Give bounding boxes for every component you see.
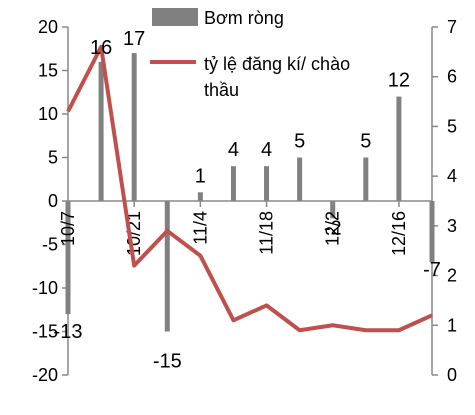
data-label: -13 (54, 321, 83, 343)
bar (197, 192, 203, 201)
bar (98, 61, 104, 201)
bar (330, 201, 336, 219)
right-tick-label: 6 (447, 67, 457, 87)
right-tick-label: 0 (447, 365, 457, 385)
x-tick-label: 12/16 (389, 211, 409, 256)
left-tick-label: 5 (48, 148, 58, 168)
bar (363, 157, 369, 201)
legend: Bơm ròng tỷ lệ đăng kí/ chào thầu (150, 8, 350, 100)
left-tick-label: 20 (38, 17, 58, 37)
right-tick-label: 2 (447, 266, 457, 286)
right-tick-label: 5 (447, 116, 457, 136)
bar (230, 166, 236, 201)
data-label: 5 (294, 131, 305, 153)
line-series (66, 44, 433, 333)
data-label: -7 (423, 259, 441, 281)
left-tick-label: 15 (38, 61, 58, 81)
legend-bar-label: Bơm ròng (204, 8, 284, 28)
right-tick-label: 4 (447, 166, 457, 186)
left-tick-label: -10 (32, 278, 58, 298)
left-tick-label: -20 (32, 365, 58, 385)
x-tick-label: 12/2 (323, 211, 343, 246)
legend-line-label-2: thầu (204, 80, 239, 100)
x-tick-label: 11/4 (190, 211, 210, 245)
bar (429, 201, 435, 262)
data-label: 1 (195, 165, 206, 187)
left-tick-label: -5 (42, 235, 58, 255)
right-tick-label: 1 (447, 315, 457, 335)
right-tick-label: 7 (447, 17, 457, 37)
legend-line-label-1: tỷ lệ đăng kí/ chào (204, 54, 350, 74)
data-label: 12 (388, 70, 410, 92)
x-tick-label: 11/18 (257, 211, 277, 255)
left-tick-label: -15 (32, 322, 58, 342)
legend-bar-swatch (152, 8, 198, 26)
bar (164, 201, 170, 332)
x-axis: 10/7 10/21 11/4 11/18 12/2 12/16 (58, 200, 432, 256)
data-label: 17 (123, 28, 145, 50)
left-tick-label: 10 (38, 104, 58, 124)
data-label: 16 (90, 37, 112, 59)
data-label: 4 (228, 139, 239, 161)
data-label: -2 (324, 217, 342, 239)
bar-series (65, 53, 435, 332)
right-y-axis: 0 1 2 3 4 5 6 7 (431, 17, 457, 385)
bar (297, 157, 303, 201)
bar (396, 96, 402, 201)
ratio-line (66, 44, 433, 333)
data-label: 4 (261, 139, 272, 161)
bar (264, 166, 270, 201)
x-tick-label: 10/7 (58, 211, 78, 246)
right-tick-label: 3 (447, 216, 457, 236)
data-label: 5 (360, 131, 371, 153)
data-label: -15 (153, 351, 182, 373)
bar (65, 201, 71, 315)
left-tick-label: 0 (48, 191, 58, 211)
bar (131, 53, 137, 201)
